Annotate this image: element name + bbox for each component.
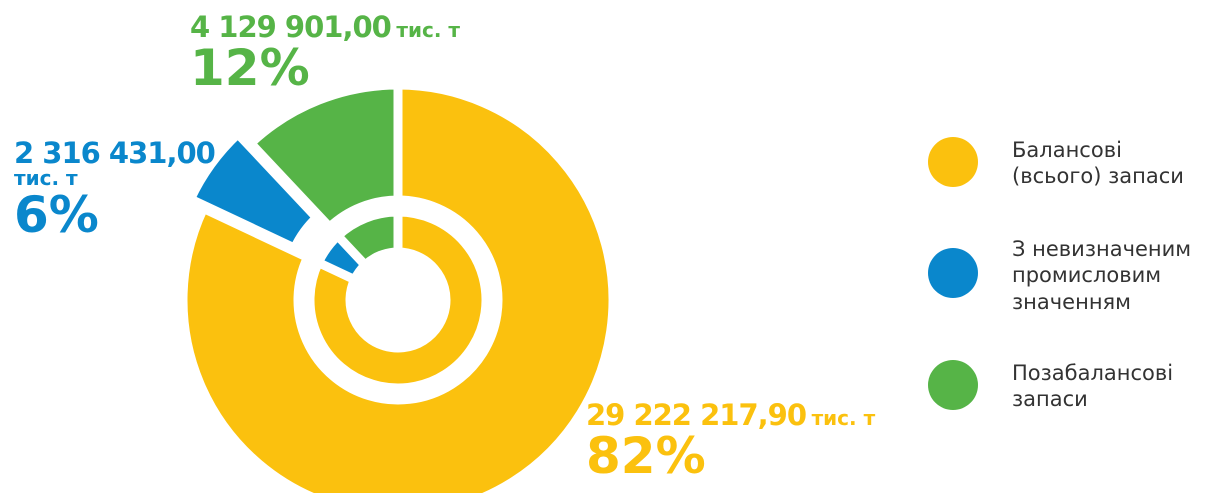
- legend-label: Балансові (всього) запаси: [1012, 138, 1184, 189]
- unit: тис. т: [811, 406, 876, 430]
- percent: 6%: [14, 186, 99, 245]
- legend-marker: [928, 360, 978, 410]
- legend-marker: [928, 137, 978, 187]
- amount: 29 222 217,90: [586, 398, 807, 432]
- slice-label: 2 316 431,00 тис. т 6%: [14, 138, 224, 242]
- slice-label: 29 222 217,90 тис. т 82%: [586, 400, 875, 483]
- legend-label: З невизначеним промисловим значенням: [1012, 237, 1192, 314]
- percent: 82%: [586, 427, 706, 486]
- slice: [244, 80, 403, 234]
- amount: 4 129 901,00: [190, 10, 392, 44]
- slice: [178, 80, 618, 493]
- legend-marker: [928, 248, 978, 298]
- unit: тис. т: [396, 18, 461, 42]
- percent: 12%: [190, 39, 310, 98]
- slice: [184, 127, 323, 255]
- unit: тис. т: [14, 166, 78, 191]
- inner-slice: [331, 207, 403, 272]
- inner-slice: [305, 207, 491, 393]
- legend-label: Позабалансові запаси: [1012, 361, 1174, 412]
- amount: 2 316 431,00: [14, 136, 216, 170]
- slice-label: 4 129 901,00 тис. т 12%: [190, 12, 460, 95]
